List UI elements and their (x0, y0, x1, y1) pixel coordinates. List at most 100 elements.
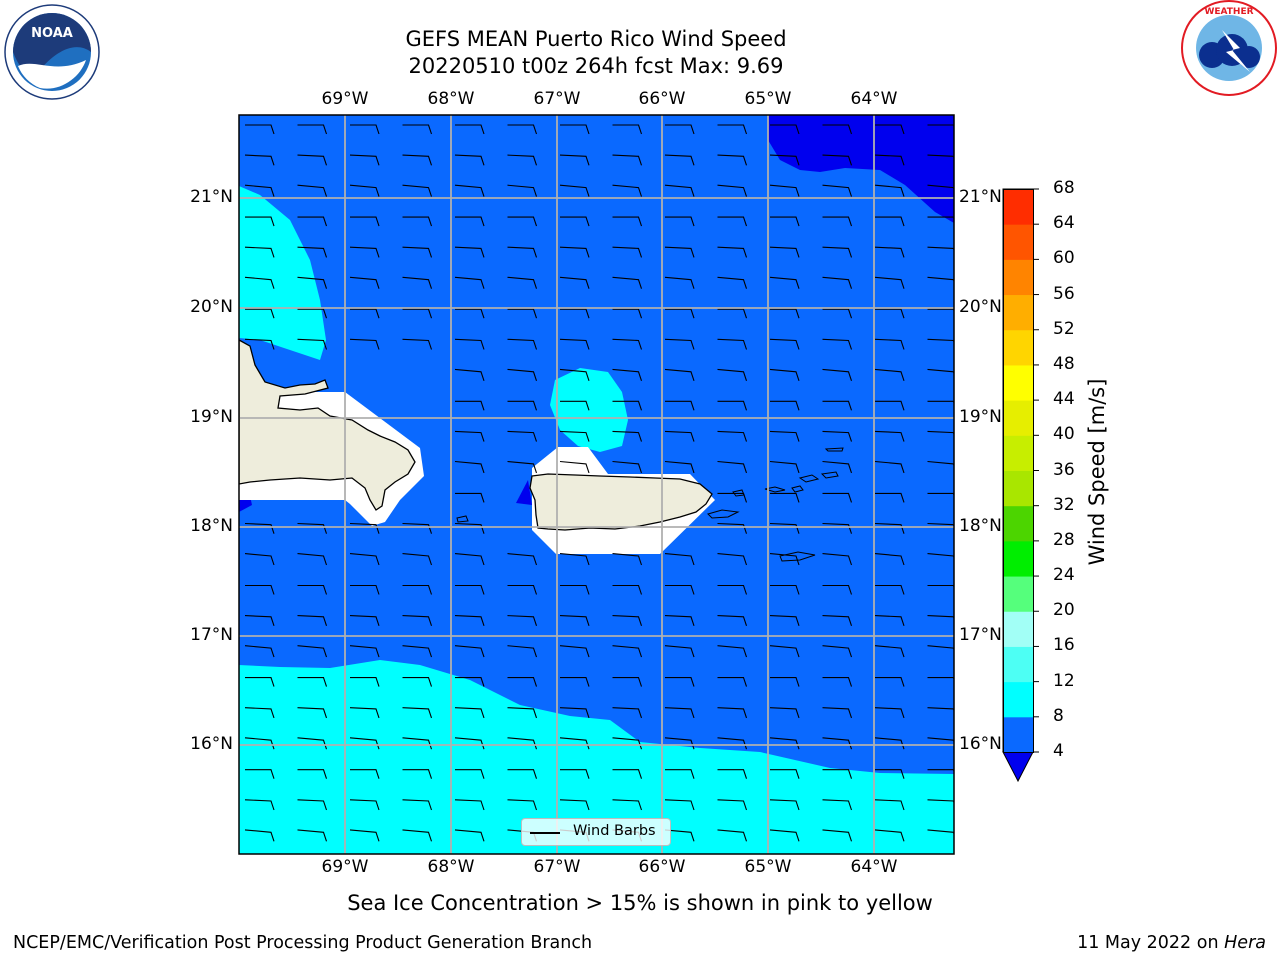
lon-label-bottom-64w: 64°W (850, 857, 898, 877)
wind-barb (717, 338, 748, 350)
island-st-croix (779, 551, 816, 562)
wind-barb (874, 553, 905, 566)
wind-barb (664, 799, 695, 811)
wind-barb (349, 645, 380, 658)
island-st-john (791, 485, 804, 493)
wind-barb (612, 184, 643, 197)
wind-barb (664, 276, 695, 289)
wind-barb (297, 246, 328, 258)
wind-barb (612, 584, 643, 595)
wind-barb (402, 216, 433, 227)
lon-label-bottom-68w: 68°W (427, 857, 475, 877)
colorbar-segment (1003, 681, 1034, 718)
wind-barb (454, 338, 485, 350)
wind-barb (874, 460, 905, 474)
wind-barb (664, 368, 695, 381)
wind-barb (507, 645, 538, 658)
colorbar-tick-label: 8 (1053, 705, 1064, 726)
wind-barb (297, 677, 328, 687)
wind-barb (350, 216, 380, 227)
wind-barb (507, 246, 538, 258)
wind-barb (664, 184, 695, 197)
chart-title-line-2: 20220510 t00z 264h fcst Max: 9.69 (408, 54, 784, 78)
lat-label-left-18n: 18°N (190, 516, 233, 536)
wind-barb (559, 737, 590, 750)
wind-barb (875, 124, 905, 135)
wind-barb (769, 522, 800, 534)
wind-barb (822, 338, 853, 350)
wind-barb (454, 707, 485, 719)
wind-barb (665, 400, 695, 411)
wind-barb (874, 615, 905, 626)
wind-barb (875, 584, 905, 595)
wind-barb (297, 829, 328, 842)
chart-title-line-1: GEFS MEAN Puerto Rico Wind Speed (405, 27, 787, 51)
wind-barb (769, 460, 800, 474)
wind-barb (507, 124, 538, 135)
wind-barb (454, 184, 485, 197)
wind-barb (297, 645, 328, 658)
wind-barb (454, 430, 485, 442)
wind-barb (350, 769, 380, 779)
lon-label-bottom-67w: 67°W (533, 857, 581, 877)
wind-barb (612, 460, 643, 474)
wind-barb (612, 338, 643, 350)
wind-barb (297, 522, 328, 534)
wind-barb (455, 677, 485, 687)
wind-barb (560, 124, 590, 135)
wind-barb (560, 584, 590, 595)
wind-barb (559, 338, 590, 350)
wind-barb (244, 707, 275, 719)
wind-barb (507, 368, 538, 381)
wind-barb (770, 492, 800, 503)
wind-barb (664, 829, 695, 842)
wind-barb (402, 737, 433, 750)
wind-barb (559, 707, 590, 719)
wind-barb (875, 216, 905, 227)
colorbar-tick-label: 4 (1053, 741, 1064, 761)
colorbar-segment (1003, 716, 1034, 753)
wind-barb (664, 246, 695, 258)
land-puerto-rico (529, 473, 713, 531)
wind-barb (874, 799, 905, 811)
wind-barb (349, 707, 380, 719)
wind-barb (297, 308, 328, 319)
wind-barb (244, 184, 275, 197)
wind-barb (822, 522, 853, 534)
colorbar-tick-label: 36 (1053, 459, 1075, 480)
wind-barb (402, 184, 433, 197)
wind-barb (454, 276, 485, 289)
colorbar-tick-label: 12 (1053, 670, 1075, 691)
wind-barb (874, 246, 905, 258)
wind-barb (349, 154, 380, 166)
wind-barb (244, 645, 275, 658)
colorbar-segment (1003, 611, 1034, 647)
wind-barb (402, 338, 433, 350)
wind-barb (349, 276, 380, 289)
wind-barb (665, 124, 695, 135)
wind-barb (822, 645, 853, 658)
wind-barb (402, 246, 433, 258)
footer-credit: NCEP/EMC/Verification Post Processing Pr… (13, 933, 593, 953)
wind-barb (612, 615, 643, 626)
colorbar-tick-label: 48 (1053, 353, 1075, 374)
wind-barb (559, 799, 590, 811)
wind-barb (665, 216, 695, 227)
wind-barb (769, 553, 800, 566)
wind-barb (454, 246, 485, 258)
wind-barb (560, 677, 590, 687)
wind-barb (402, 308, 433, 319)
wind-barb (507, 276, 538, 289)
wind-barb (770, 216, 800, 227)
wind-barb (297, 799, 328, 811)
wind-barb (245, 584, 275, 595)
wind-barb (559, 368, 590, 381)
wind-barb (507, 584, 538, 595)
wind-barb (297, 276, 328, 289)
wind-barb (769, 368, 800, 381)
wind-barb (402, 124, 433, 135)
wind-barb (717, 368, 748, 381)
wind-barb (664, 553, 695, 566)
wind-barb (507, 308, 538, 319)
wind-barb (559, 430, 590, 442)
